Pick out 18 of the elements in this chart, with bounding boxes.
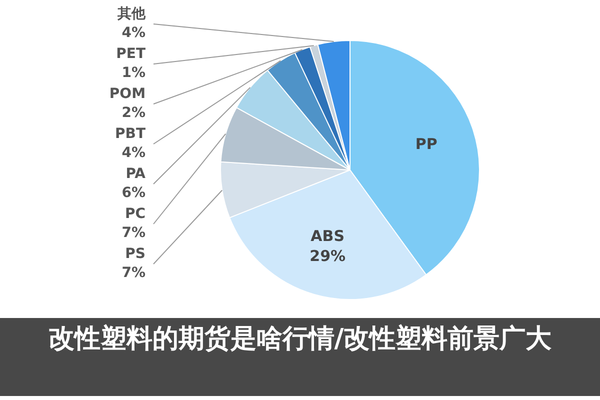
slice-label: ABS [310, 226, 345, 245]
data-label: 4% [122, 145, 146, 162]
slice-label: PP [415, 135, 438, 154]
slice-label: PA [126, 166, 146, 182]
slice-label: 其他 [116, 6, 146, 22]
text: 改性塑料的期货是啥行情/改性塑料前景广大 [0, 318, 600, 396]
slice-label: PET [116, 46, 146, 62]
slice-label: POM [109, 86, 146, 102]
data-label: 4% [122, 25, 146, 42]
slice-label: PBT [115, 126, 146, 142]
data-label: 7% [122, 265, 146, 282]
data-label: 29% [310, 246, 346, 265]
data-label: 2% [122, 105, 146, 122]
data-label: 6% [122, 185, 146, 202]
slice-label: PS [125, 246, 146, 262]
slice-label: PC [124, 206, 146, 222]
data-label: 7% [122, 225, 146, 242]
data-label: 1% [122, 65, 146, 82]
